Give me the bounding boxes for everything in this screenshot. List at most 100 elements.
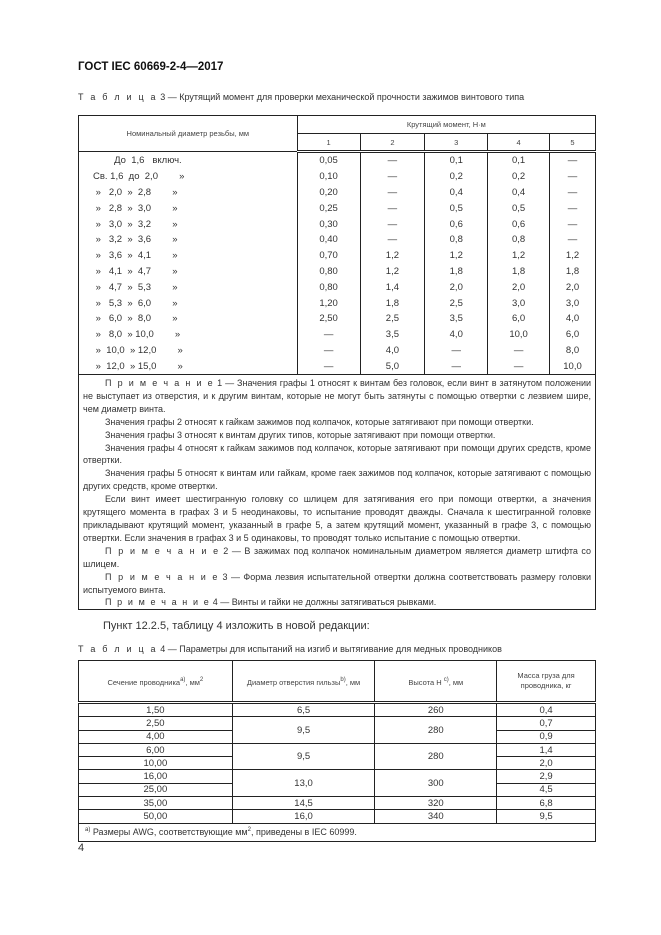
table-cell: 0,8 <box>424 231 489 248</box>
table-cell: 1,4 <box>359 279 426 296</box>
diameter-cell: 14,5 <box>231 796 376 811</box>
page-number: 4 <box>78 842 85 854</box>
diameter-range-cell: » 6,0 » 8,0 » <box>78 310 298 327</box>
table-row: » 10,0 » 12,0 » —4,0— —8,0 <box>78 342 596 359</box>
table-row: 4,00 0,9 <box>78 729 596 744</box>
table3-col-number: 4 <box>487 133 551 153</box>
diameter-cell: 16,0 <box>231 809 376 824</box>
section-cell: 16,00 <box>78 769 233 784</box>
diameter-range-cell: » 2,8 » 3,0 » <box>78 200 298 217</box>
table-cell: 1,8 <box>359 295 426 311</box>
note-paragraph: Значения графы 4 относят к гайкам зажимо… <box>83 442 591 468</box>
superscript: 2 <box>247 827 251 834</box>
table-cell: 2,0 <box>549 279 596 296</box>
table4: Сечение проводникаа), мм2 Диаметр отверст… <box>78 660 596 842</box>
note-paragraph: Значения графы 5 относят к винтам или га… <box>83 467 591 493</box>
footnote-text: Размеры AWG, соответствующие мм <box>90 827 248 838</box>
table3-col-number: 3 <box>424 133 489 153</box>
note-label: П р и м е ч а н и е <box>105 378 215 388</box>
table-cell: — <box>549 200 596 217</box>
table-cell: 1,2 <box>359 263 426 280</box>
table3-caption: Т а б л и ц а 3 — Крутящий момент для пр… <box>78 92 525 102</box>
mass-cell: 0,4 <box>496 701 596 718</box>
height-cell: 280 <box>374 742 498 771</box>
document-header: ГОСТ IEC 60669-2-4—2017 <box>78 61 224 73</box>
table-row: » 12,0 » 15,0 » —5,0— —10,0 <box>78 358 596 376</box>
table-cell: 0,1 <box>424 151 489 169</box>
table-cell: 0,5 <box>487 200 551 217</box>
note-paragraph: Если винт имеет шестигранную головку со … <box>83 493 591 545</box>
section-cell: 35,00 <box>78 796 233 811</box>
note-paragraph: Значения графы 2 относят к гайкам зажимо… <box>83 416 591 429</box>
diameter-range-cell: » 12,0 » 15,0 » <box>78 358 298 376</box>
mass-cell: 0,7 <box>496 716 596 731</box>
footnote-mark: c) <box>443 676 449 683</box>
table-cell: 0,8 <box>487 231 551 248</box>
note-label: П р и м е ч а н и е <box>105 597 211 608</box>
section-cell: 25,00 <box>78 782 233 798</box>
diameter-cell: 9,5 <box>231 742 376 771</box>
table-cell: 0,80 <box>296 279 361 296</box>
section-cell: 10,00 <box>78 756 233 771</box>
table3-notes: П р и м е ч а н и е 1 — Значения графы 1… <box>78 373 596 610</box>
table-row: 2,50 9,5 280 0,7 <box>78 716 596 744</box>
table-cell: 2,5 <box>359 310 426 327</box>
section-cell: 50,00 <box>78 809 233 824</box>
note-paragraph: П р и м е ч а н и е 2 — В зажимах под ко… <box>83 545 591 571</box>
table-row: 50,00 16,0 340 9,5 <box>78 809 596 824</box>
note-text: Если винт имеет шестигранную головку со … <box>83 494 591 543</box>
table-cell: 0,4 <box>424 184 489 201</box>
mass-cell: 2,0 <box>496 756 596 771</box>
footnote-mark: а) <box>85 827 91 834</box>
table-cell: 4,0 <box>549 310 596 327</box>
table-cell: 1,20 <box>296 295 361 311</box>
table-cell: 2,50 <box>296 310 361 327</box>
table4-col-header: Сечение проводникаа), мм2 <box>78 660 233 704</box>
diameter-range-cell: » 4,7 » 5,3 » <box>78 279 298 296</box>
table-cell: — <box>549 231 596 248</box>
table-row: До 1,6 включ. 0,05—0,1 0,1— <box>78 151 596 169</box>
table-row: » 2,0 » 2,8 » 0,20—0,4 0,4— <box>78 184 596 201</box>
table-cell: 6,0 <box>487 310 551 327</box>
diameter-cell: 9,5 <box>231 716 376 744</box>
table-cell: 3,0 <box>487 295 551 311</box>
footnote-mark: а) <box>180 676 186 683</box>
diameter-range-cell: До 1,6 включ. <box>78 151 298 169</box>
section-cell: 6,00 <box>78 742 233 758</box>
mass-cell: 6,8 <box>496 796 596 811</box>
header-unit: , мм <box>185 677 200 687</box>
table-cell: 3,0 <box>549 295 596 311</box>
table4-col-header: Диаметр отверстия гильзыb), мм <box>231 660 376 704</box>
section-cell: 4,00 <box>78 729 233 744</box>
diameter-range-cell: » 10,0 » 12,0 » <box>78 342 298 359</box>
table-row: 35,00 14,5 320 6,8 <box>78 796 596 811</box>
table3: Номинальный диаметр резьбы, мм Крутящий м… <box>78 115 597 376</box>
diameter-cell: 6,5 <box>231 701 376 718</box>
table-cell: 0,80 <box>296 263 361 280</box>
note-text: Значения графы 2 относят к гайкам зажимо… <box>105 416 534 427</box>
table-cell: 0,1 <box>487 151 551 169</box>
table-row: 6,00 9,5 280 1,4 <box>78 742 596 771</box>
table-cell: 0,5 <box>424 200 489 217</box>
table-row: Св. 1,6 до 2,0 » 0,10—0,2 0,2— <box>78 168 596 185</box>
diameter-range-cell: » 2,0 » 2,8 » <box>78 184 298 201</box>
section-cell: 2,50 <box>78 716 233 731</box>
table-cell: 1,2 <box>487 247 551 264</box>
instruction-text: Пункт 12.2.5, таблицу 4 изложить в новой… <box>103 620 370 632</box>
footnote-text-tail: , приведены в IEC 60999. <box>250 827 357 838</box>
table-row: 1,50 6,5 260 0,4 <box>78 701 596 718</box>
note-label: П р и м е ч а н и е <box>105 571 220 582</box>
table-cell: — <box>359 168 426 185</box>
table-row: 25,00 4,5 <box>78 782 596 798</box>
height-cell: 340 <box>374 809 498 824</box>
table-row: » 6,0 » 8,0 » 2,50 2,5 3,5 6,0 4,0 <box>78 310 596 327</box>
note-text: 1 — Значения графы 1 относят к винтам бе… <box>83 378 592 414</box>
note-text: Значения графы 3 относят к винтам других… <box>105 429 496 440</box>
note-label: П р и м е ч а н и е <box>105 545 220 556</box>
table-cell: 3,5 <box>359 326 426 343</box>
diameter-range-cell: » 3,0 » 3,2 » <box>78 216 298 232</box>
table-cell: 6,0 <box>549 326 596 343</box>
table-cell: — <box>359 200 426 217</box>
table-cell: 8,0 <box>549 342 596 359</box>
header-text: Высота H <box>408 677 444 687</box>
